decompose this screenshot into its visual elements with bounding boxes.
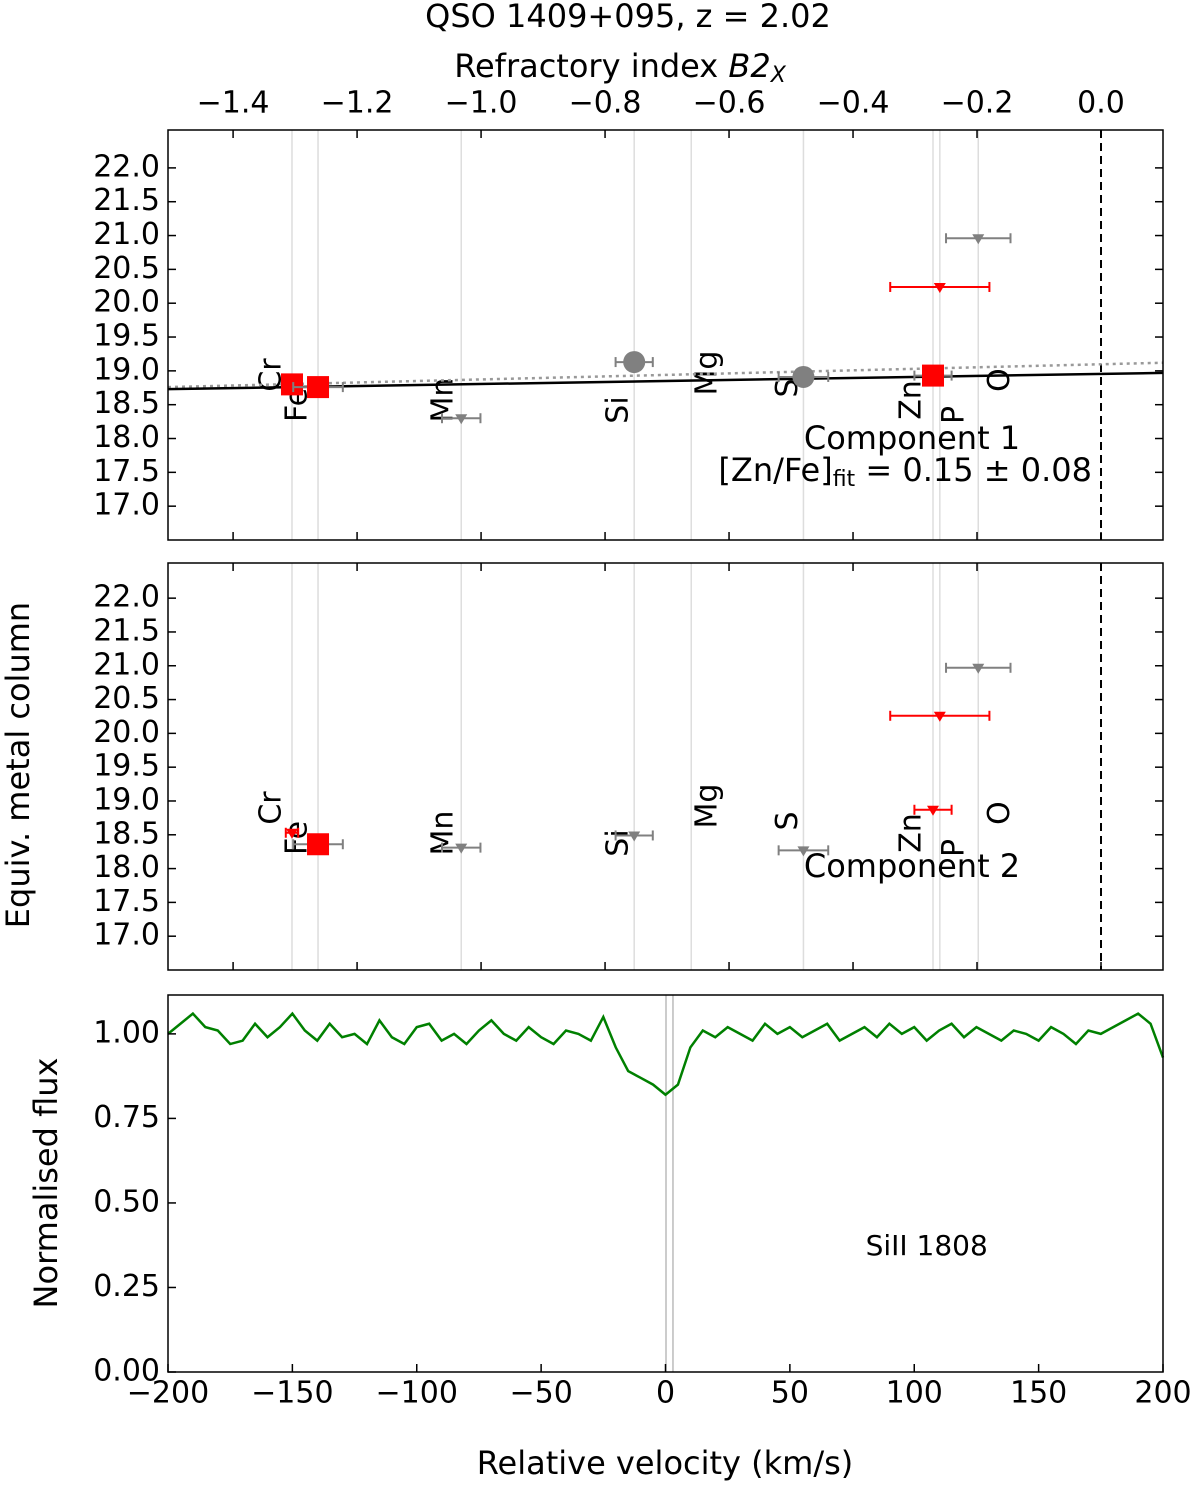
y-tick-label: 21.5 [93, 613, 160, 648]
x-tick-label: −1.2 [321, 86, 394, 121]
x-tick-label: 0 [656, 1376, 675, 1411]
upper-limit [933, 282, 946, 293]
x-tick-label: −1.4 [197, 86, 270, 121]
x-tick-label: 100 [886, 1376, 943, 1411]
element-label: Si [601, 396, 636, 423]
y-tick-label: 18.0 [93, 420, 160, 455]
plot-frame [167, 994, 1164, 1373]
x-tick-label: 0.0 [1077, 86, 1125, 121]
upper-limit [972, 234, 985, 245]
x-tick-label: −150 [251, 1376, 333, 1411]
upper-limit [933, 711, 946, 722]
x-tick-label: −200 [127, 1376, 209, 1411]
y-tick-label: 17.0 [93, 488, 160, 523]
x-tick-label: 200 [1134, 1376, 1191, 1411]
element-label: Zn [894, 380, 929, 420]
y-tick-label: 21.0 [93, 647, 160, 682]
point [623, 351, 646, 374]
annotation: Component 1 [804, 419, 1020, 457]
y-tick-label: 22.0 [93, 149, 160, 184]
element-label: Cr [253, 791, 288, 825]
annotation: Component 2 [804, 847, 1020, 885]
y-tick-label: 17.5 [93, 454, 160, 489]
annotation: [Zn/Fe]fit = 0.15 ± 0.08 [718, 451, 1092, 492]
y-tick-label: 21.5 [93, 183, 160, 218]
point [792, 365, 815, 388]
element-label: O [982, 801, 1017, 825]
upper-limit [628, 831, 641, 842]
upper-limit [455, 414, 468, 425]
flux-line [167, 1011, 1165, 1097]
y-tick-label: 19.5 [93, 319, 160, 354]
fit-line [167, 361, 1164, 389]
upper-limit [927, 805, 940, 816]
upper-limit [455, 843, 468, 854]
y-tick-label: 0.00 [93, 1354, 160, 1389]
annotation-sub: fit [833, 467, 856, 492]
y-tick-label: 22.0 [93, 580, 160, 615]
x-axis-label-part: Refractory index [454, 47, 728, 85]
y-tick-label: 20.0 [93, 285, 160, 320]
element-label: S [770, 811, 805, 830]
element-label: O [982, 368, 1017, 392]
x-axis-label-part: B2 [728, 47, 770, 85]
x-tick-label: −0.4 [817, 86, 890, 121]
point [922, 364, 945, 387]
plot-frame [167, 562, 1164, 971]
chart-title: QSO 1409+095, z = 2.02 [425, 0, 831, 35]
x-tick-label: 150 [1010, 1376, 1067, 1411]
y-tick-label: 17.0 [93, 918, 160, 953]
y-tick-label: 0.25 [93, 1269, 160, 1304]
annotation-part: [Zn/Fe] [718, 451, 832, 489]
y-tick-label: 18.5 [93, 386, 160, 421]
x-axis-label: Refractory index B2X [454, 47, 787, 88]
y-tick-label: 20.5 [93, 251, 160, 286]
y-tick-label: 19.0 [93, 782, 160, 817]
point [307, 833, 330, 856]
y-tick-label: 1.00 [93, 1015, 160, 1050]
x-tick-label: −1.0 [445, 86, 518, 121]
plot-frame [167, 129, 1164, 541]
x-axis-label-sub: X [770, 63, 787, 88]
element-label: P [936, 839, 971, 857]
y-axis-label: Normalised flux [27, 1058, 65, 1309]
x-tick-label: −0.2 [941, 86, 1014, 121]
x-tick-label: −0.6 [693, 86, 766, 121]
y-tick-label: 20.5 [93, 681, 160, 716]
y-tick-label: 20.0 [93, 715, 160, 750]
annotation: SiII 1808 [866, 1229, 988, 1262]
element-label: Mn [426, 811, 461, 856]
element-label: Zn [894, 813, 929, 853]
x-tick-label: 50 [771, 1376, 809, 1411]
x-tick-label: −100 [376, 1376, 458, 1411]
y-tick-label: 19.0 [93, 352, 160, 387]
point [307, 376, 330, 399]
y-tick-label: 17.5 [93, 884, 160, 919]
point [280, 373, 303, 396]
y-tick-label: 0.50 [93, 1184, 160, 1219]
upper-limit [797, 846, 810, 857]
y-tick-label: 18.0 [93, 850, 160, 885]
y-tick-label: 0.75 [93, 1100, 160, 1135]
y-tick-label: 19.5 [93, 749, 160, 784]
y-axis-label: Equiv. metal column [0, 602, 37, 928]
y-tick-label: 21.0 [93, 217, 160, 252]
x-tick-label: −0.8 [569, 86, 642, 121]
element-label: Mg [690, 784, 725, 829]
upper-limit [972, 663, 985, 674]
x-axis-label: Relative velocity (km/s) [477, 1444, 854, 1482]
element-label: P [936, 406, 971, 424]
annotation-part: = 0.15 ± 0.08 [855, 451, 1092, 489]
x-tick-label: −50 [509, 1376, 572, 1411]
y-tick-label: 18.5 [93, 816, 160, 851]
upper-limit [285, 828, 298, 839]
